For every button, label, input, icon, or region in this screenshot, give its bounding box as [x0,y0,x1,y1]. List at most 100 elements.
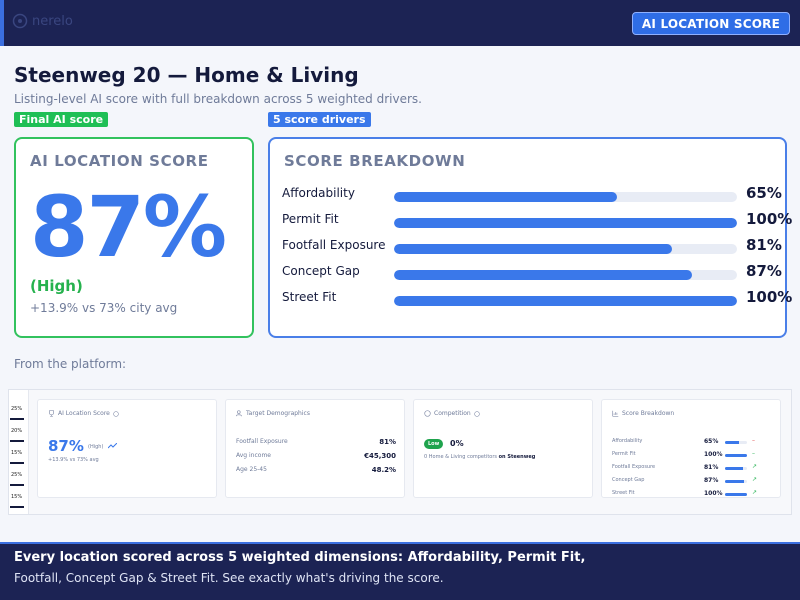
strip-label: 15% [11,450,23,456]
platform-competition-card[interactable]: Competition Low 0% 0 Home & Living compe… [413,399,593,498]
trend-flat-icon: – [752,437,755,444]
strip-label: 20% [11,428,23,434]
score-drivers-tag: 5 score drivers [268,112,371,127]
demographics-row: Age 25-45 48.2% [236,466,396,474]
demographics-label: Age 25-45 [236,466,267,473]
platform-breakdown-fill [725,480,745,483]
platform-breakdown-value: 81% [704,464,719,471]
platform-breakdown-row: Concept Gap 87% ↗ [612,476,774,485]
breakdown-value: 100% [746,210,793,228]
page-subtitle: Listing-level AI score with full breakdo… [14,92,422,106]
platform-breakdown-label: Permit Fit [612,451,636,457]
breakdown-bar-track [394,270,737,280]
platform-breakdown-header: Score Breakdown [612,410,674,417]
breakdown-bar-fill [394,244,672,254]
logo[interactable]: nerelo [12,13,73,29]
logo-text: nerelo [32,13,73,29]
breakdown-row-footfall-exposure: Footfall Exposure 81% [282,236,787,256]
location-pin-icon [12,13,28,29]
platform-breakdown-row: Street Fit 100% ↗ [612,489,774,498]
platform-score-card-title: AI Location Score [58,410,110,417]
platform-side-strip: 25% 20% 15% 25% 15% [9,390,29,514]
platform-breakdown-label: Footfall Exposure [612,464,656,470]
platform-breakdown-fill [725,454,747,457]
footer-subline: Footfall, Concept Gap & Street Fit. See … [14,571,444,585]
platform-breakdown-track [725,480,747,483]
footer-headline: Every location scored across 5 weighted … [14,550,586,565]
platform-breakdown-track [725,493,747,496]
breakdown-label: Concept Gap [282,264,360,278]
demographics-label: Avg income [236,452,271,459]
users-icon [236,410,242,417]
breakdown-bar-fill [394,218,737,228]
strip-bar [10,440,24,442]
breakdown-value: 100% [746,288,793,306]
breakdown-bar-track [394,244,737,254]
demographics-value: 81% [379,438,396,446]
info-icon [113,410,119,417]
trend-up-icon: ↗ [752,489,758,496]
breakdown-value: 65% [746,184,782,202]
platform-score-level: (High) [88,444,104,450]
competition-value: 0% [450,439,464,448]
competition-note-text: 0 Home & Living competitors [424,454,498,460]
platform-breakdown-row: Affordability 65% – [612,437,774,446]
breakdown-label: Affordability [282,186,355,200]
trend-up-icon: ↗ [752,463,758,470]
platform-breakdown-fill [725,441,740,444]
strip-label: 15% [11,494,23,500]
store-icon [424,410,431,417]
demographics-header: Target Demographics [236,410,310,417]
platform-breakdown-track [725,454,747,457]
ai-location-score-badge[interactable]: AI LOCATION SCORE [631,12,790,35]
platform-breakdown-value: 65% [704,438,719,445]
top-bar: nerelo AI LOCATION SCORE [0,0,800,46]
platform-demographics-card[interactable]: Target Demographics Footfall Exposure 81… [225,399,405,498]
strip-bar [10,484,24,486]
platform-breakdown-fill [725,493,747,496]
ai-score-value: 87% [30,178,227,276]
breakdown-bar-fill [394,296,737,306]
top-bar-accent [0,0,4,46]
footer-banner: Every location scored across 5 weighted … [0,542,800,600]
strip-label: 25% [11,406,23,412]
platform-breakdown-track [725,467,747,470]
competition-title: Competition [434,410,471,417]
info-icon [474,410,480,417]
breakdown-label: Footfall Exposure [282,238,386,252]
breakdown-row-permit-fit: Permit Fit 100% [282,210,792,230]
trend-up-icon [108,443,117,449]
platform-preview: 25% 20% 15% 25% 15% AI Location Score 87… [8,389,792,515]
platform-score-vs-avg: +13.9% vs 73% avg [48,457,99,463]
breakdown-bar-fill [394,192,617,202]
ai-score-card: AI LOCATION SCORE 87% (High) +13.9% vs 7… [14,137,254,338]
breakdown-bar-track [394,192,737,202]
strip-bar [10,418,24,420]
breakdown-value: 87% [746,262,782,280]
platform-breakdown-row: Footfall Exposure 81% ↗ [612,463,774,472]
platform-breakdown-card[interactable]: Score Breakdown Affordability 65% – Perm… [601,399,781,498]
demographics-value: €45,300 [364,452,396,460]
breakdown-row-affordability: Affordability 65% [282,184,787,204]
breakdown-value: 81% [746,236,782,254]
demographics-label: Footfall Exposure [236,438,288,445]
score-level: (High) [30,277,83,295]
trend-flat-icon: – [752,450,755,457]
competition-badge: Low [424,439,444,449]
competition-note: 0 Home & Living competitors on Steenweg [424,454,535,460]
platform-score-card[interactable]: AI Location Score 87% (High) +13.9% vs 7… [37,399,217,498]
trophy-icon [49,410,54,417]
platform-score-card-header: AI Location Score [48,410,119,417]
strip-bar [10,462,24,464]
demographics-value: 48.2% [371,466,396,474]
breakdown-row-concept-gap: Concept Gap 87% [282,262,787,282]
breakdown-bar-fill [394,270,693,280]
demographics-row: Avg income €45,300 [236,452,396,460]
breakdown-title: SCORE BREAKDOWN [284,152,466,170]
page-title: Steenweg 20 — Home & Living [14,63,359,87]
platform-breakdown-value: 87% [704,477,719,484]
platform-breakdown-fill [725,467,743,470]
from-platform-label: From the platform: [14,357,127,371]
breakdown-label: Permit Fit [282,212,339,226]
strip-label: 25% [11,472,23,478]
